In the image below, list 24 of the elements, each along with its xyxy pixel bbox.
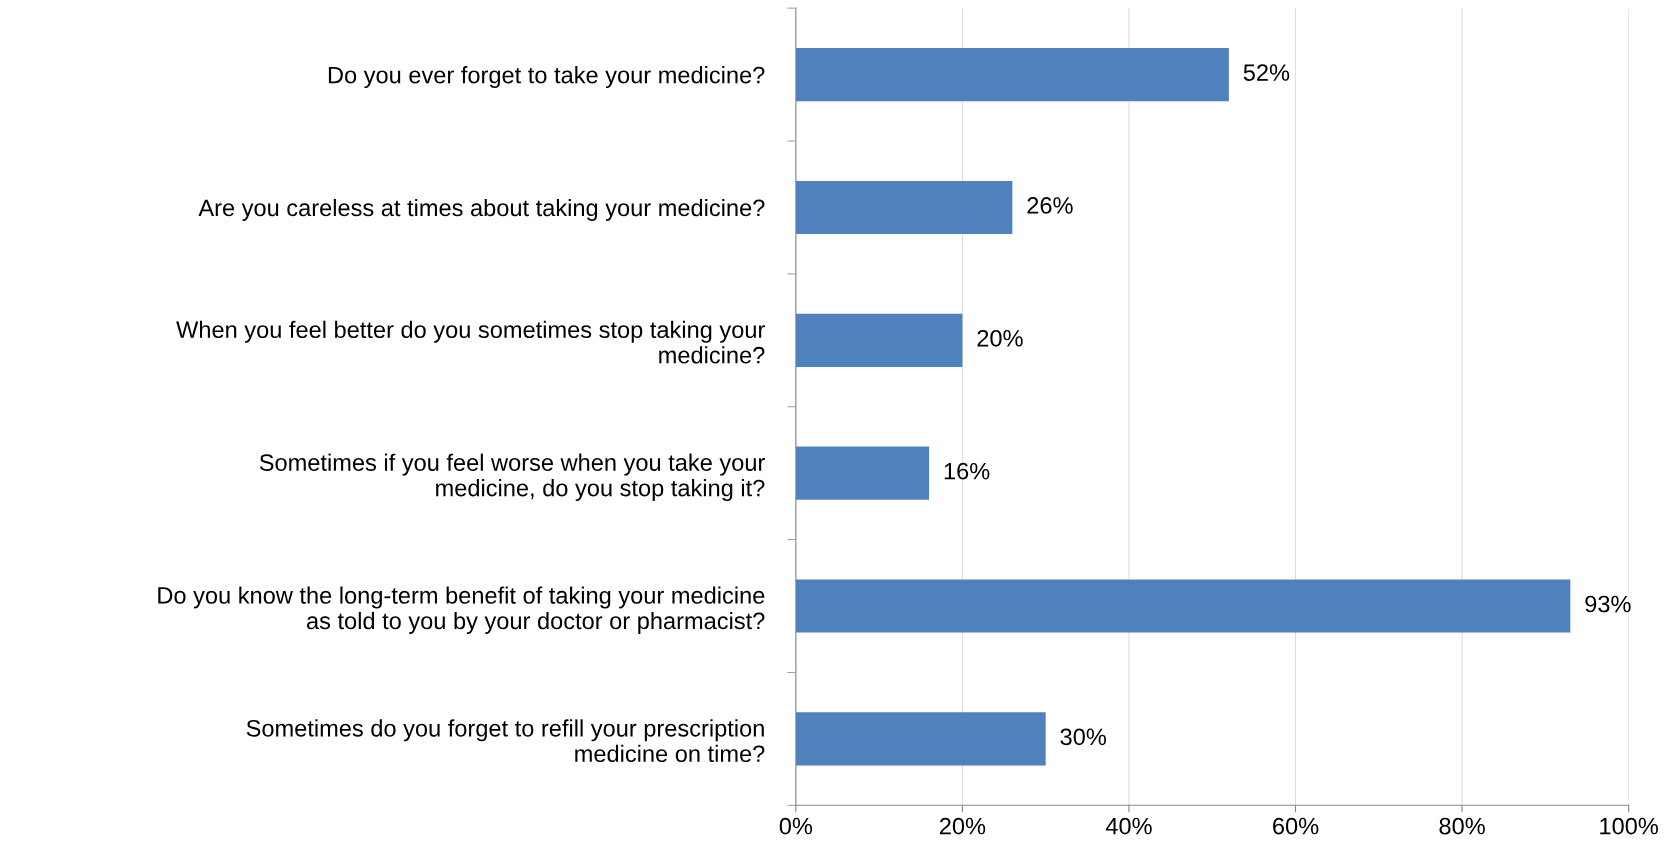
y-tick-label: Sometimes do you forget to refill your prescription medicine on time?	[246, 719, 765, 763]
x-tick-label: 0%	[779, 817, 813, 835]
bar	[795, 180, 1013, 235]
data-label: 30%	[1060, 728, 1106, 746]
y-tick-label: Do you know the long-term benefit of taking your medicine as told to you by your doctor or pharmacist?	[158, 586, 765, 634]
y-tick-label: Do you ever forget to take your medicine?	[328, 66, 765, 89]
y-tick-label: Sometimes if you feel worse when you take your medicine, do you stop taking it?	[259, 453, 765, 502]
x-tick-label: 60%	[1273, 817, 1319, 835]
x-tick-label: 20%	[939, 817, 986, 835]
x-tick-label: 80%	[1439, 817, 1485, 835]
bar	[795, 313, 963, 367]
bar	[795, 446, 930, 500]
bar	[795, 712, 1046, 766]
bar	[795, 48, 1229, 102]
y-tick-label: When you feel better do you sometimes stop taking your medicine?	[176, 320, 765, 364]
bar	[795, 579, 1571, 633]
x-tick-label: 100%	[1600, 817, 1658, 835]
data-label: 20%	[977, 329, 1023, 347]
data-label: 16%	[944, 462, 990, 480]
y-tick-label: Are you careless at times about taking your medicine?	[198, 198, 765, 221]
data-label: 26%	[1027, 197, 1073, 214]
data-label: 52%	[1243, 64, 1290, 81]
data-label: 93%	[1585, 595, 1631, 613]
x-tick-label: 40%	[1105, 817, 1152, 835]
